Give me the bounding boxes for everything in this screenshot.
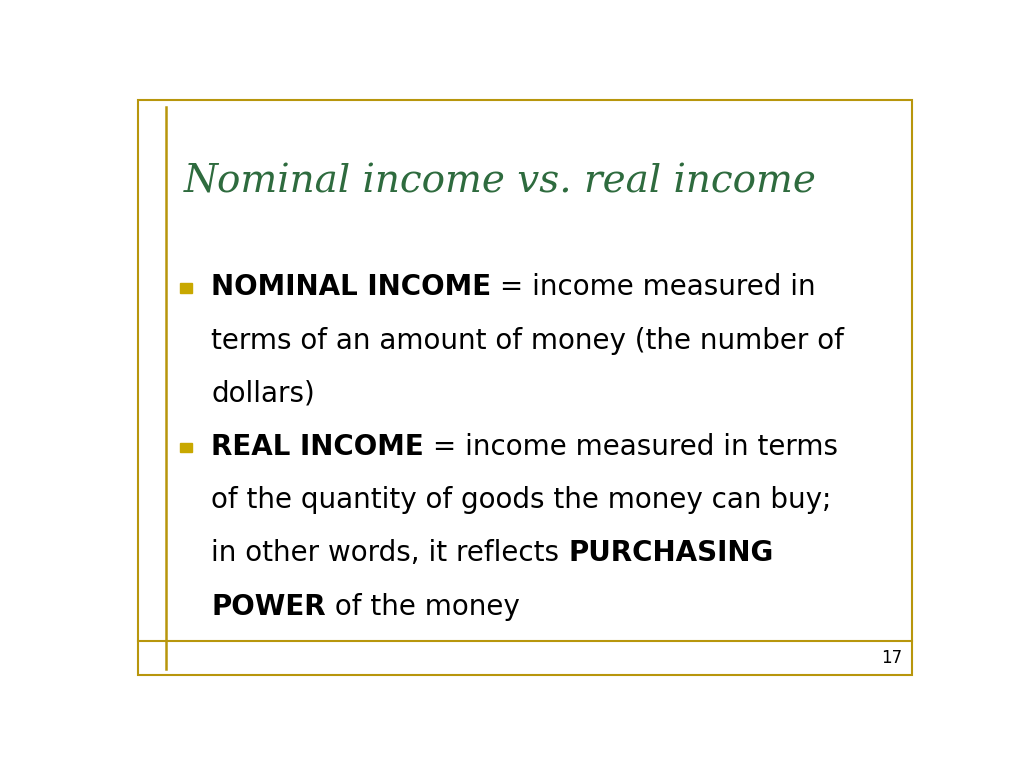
Text: POWER: POWER [211,593,326,621]
Text: = income measured in: = income measured in [492,273,816,301]
Text: Nominal income vs. real income: Nominal income vs. real income [183,163,816,200]
Text: REAL INCOME: REAL INCOME [211,433,424,461]
Text: NOMINAL INCOME: NOMINAL INCOME [211,273,492,301]
Text: dollars): dollars) [211,379,315,408]
Bar [179,443,191,452]
Text: in other words, it reflects: in other words, it reflects [211,539,568,568]
Text: = income measured in terms: = income measured in terms [424,433,838,461]
Text: of the money: of the money [326,593,520,621]
Text: PURCHASING: PURCHASING [568,539,773,568]
Bar [179,283,191,293]
Text: of the quantity of goods the money can buy;: of the quantity of goods the money can b… [211,486,831,515]
Text: terms of an amount of money (the number of: terms of an amount of money (the number … [211,326,844,355]
Text: 17: 17 [881,649,902,667]
